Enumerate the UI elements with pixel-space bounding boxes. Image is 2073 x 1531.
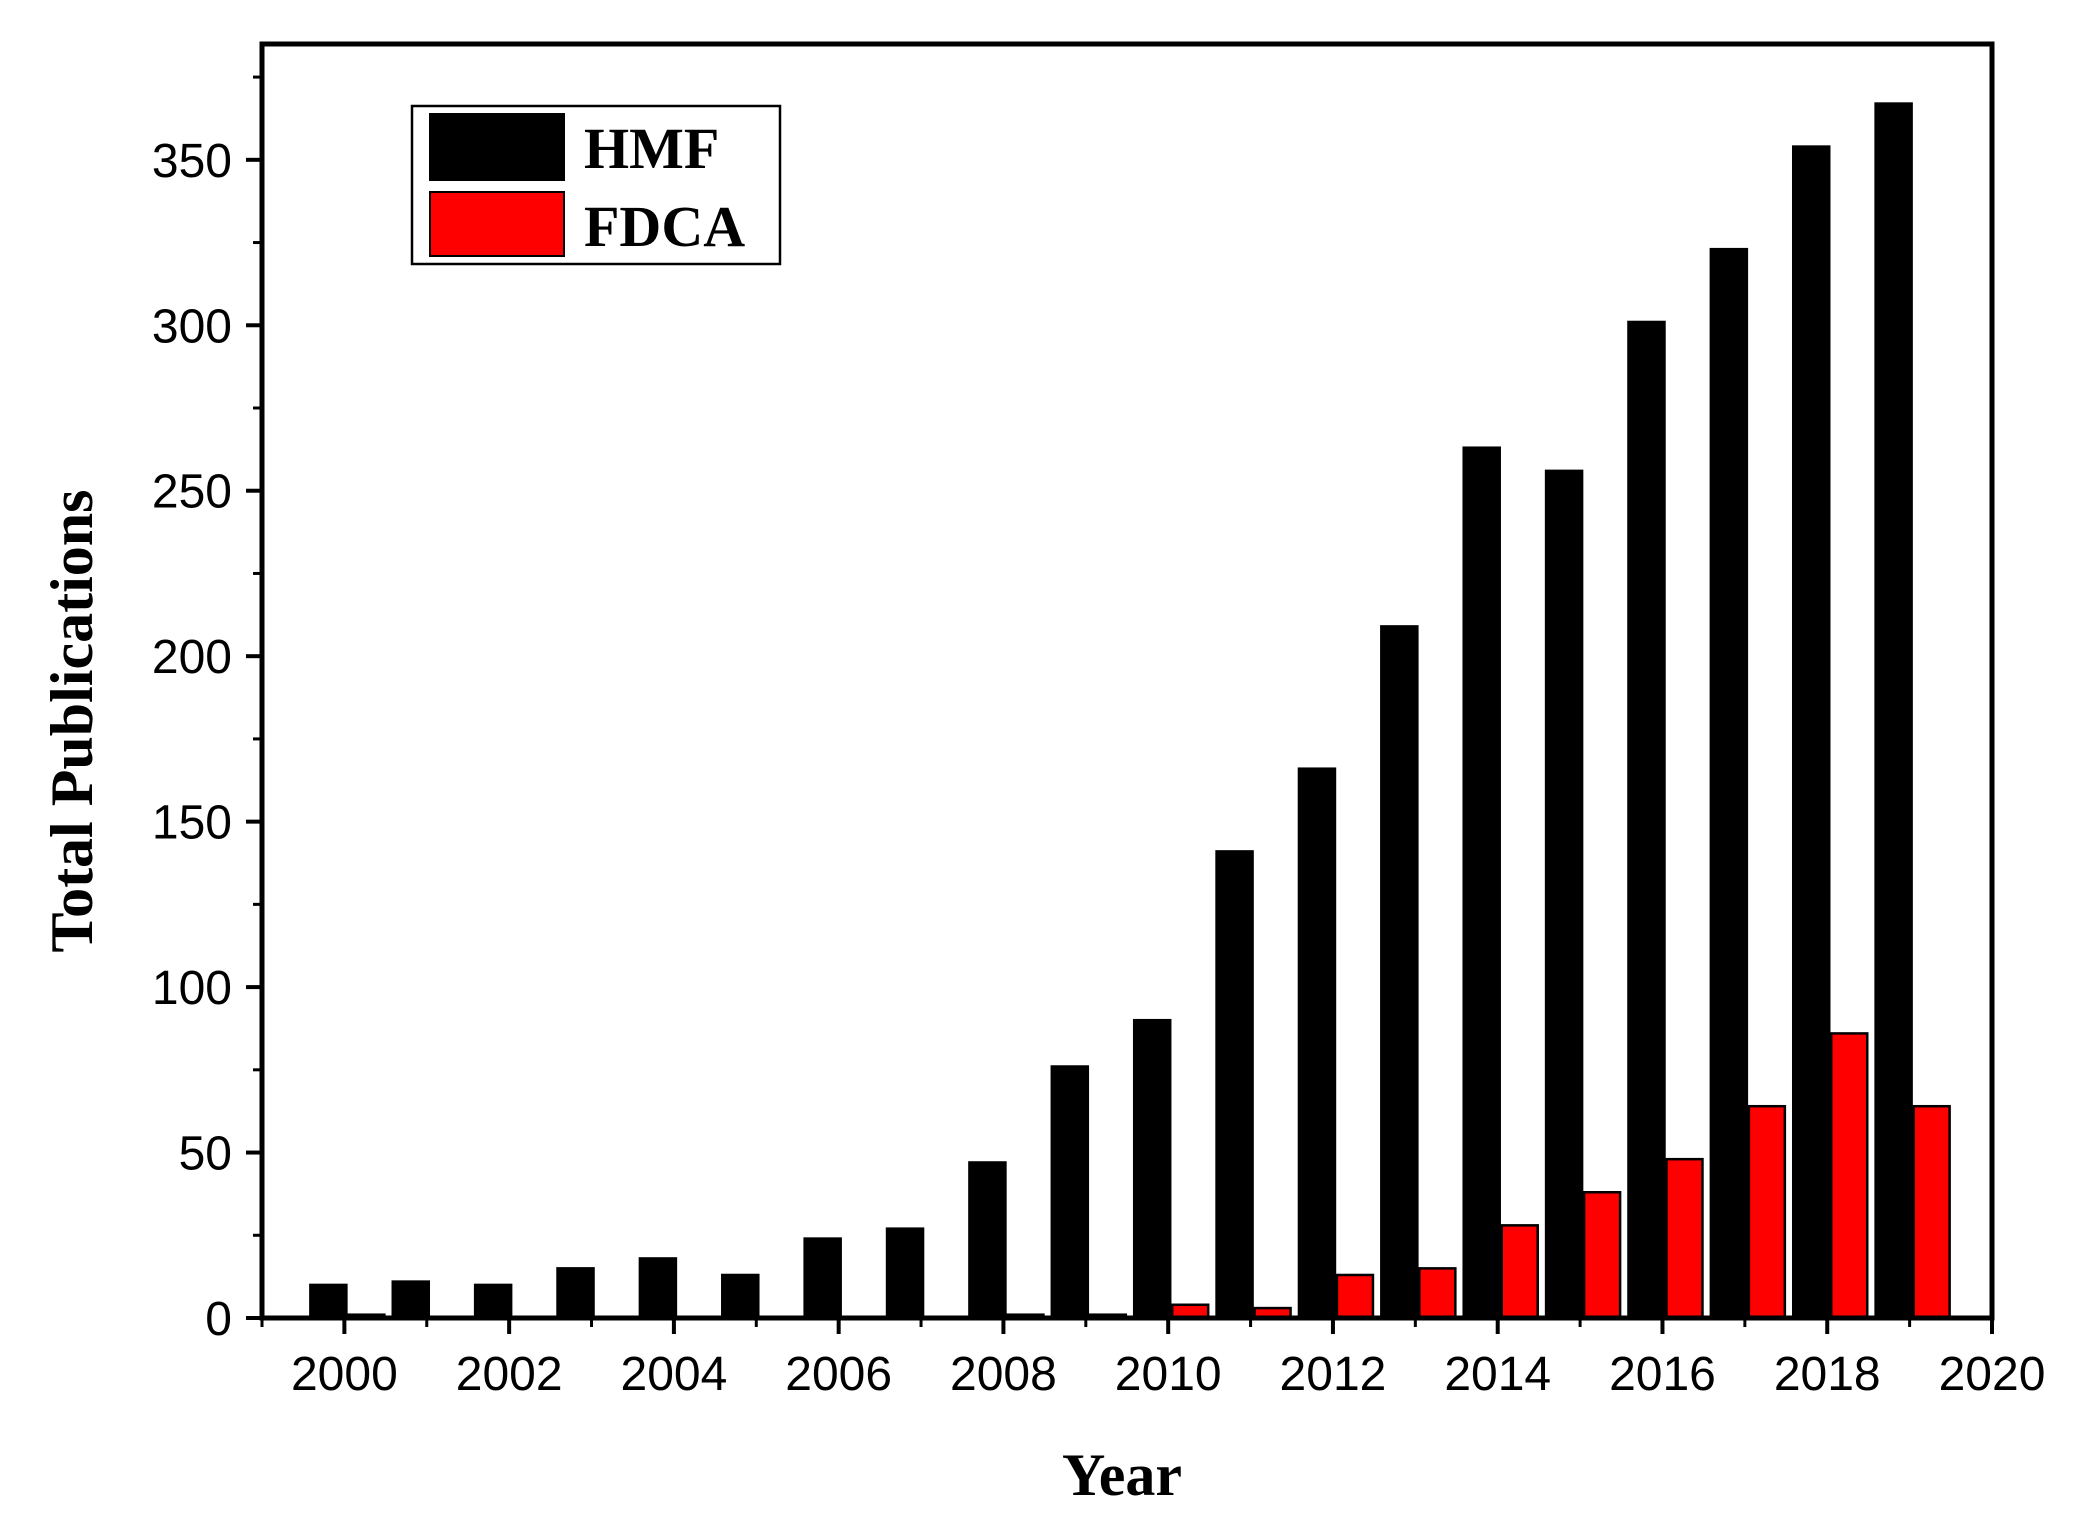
x-tick-label-2000: 2000 <box>291 1348 398 1401</box>
bar-hmf-2014 <box>1462 446 1501 1320</box>
x-tick-label-2020: 2020 <box>1939 1348 2046 1401</box>
bar-hmf-2008 <box>968 1161 1007 1320</box>
bar-hmf-2005 <box>721 1273 760 1320</box>
legend: HMF FDCA <box>410 104 782 266</box>
bar-hmf-2015 <box>1544 469 1584 1320</box>
x-tick-label-2018: 2018 <box>1774 1348 1881 1401</box>
bar-hmf-2006 <box>803 1237 842 1320</box>
legend-swatch-fdca <box>429 191 565 257</box>
bars-layer <box>309 102 1951 1320</box>
bar-hmf-2013 <box>1380 625 1419 1320</box>
bar-hmf-2010 <box>1132 1018 1172 1320</box>
bar-fdca-2015 <box>1582 1191 1622 1320</box>
bar-hmf-2003 <box>556 1267 595 1320</box>
bar-hmf-2000 <box>309 1283 348 1320</box>
x-axis-title: Year <box>1062 1442 1182 1508</box>
bar-hmf-2004 <box>638 1257 678 1320</box>
bar-hmf-2018 <box>1791 145 1831 1320</box>
x-tick-label-2012: 2012 <box>1280 1348 1387 1401</box>
x-tick-label-2014: 2014 <box>1444 1348 1551 1401</box>
legend-label-fdca: FDCA <box>584 194 745 259</box>
bar-hmf-2017 <box>1709 247 1749 1320</box>
x-tick-label-2016: 2016 <box>1609 1348 1716 1401</box>
y-tick-label-100: 100 <box>152 962 232 1015</box>
bar-hmf-2007 <box>885 1227 925 1320</box>
x-tick-label-2008: 2008 <box>950 1348 1057 1401</box>
bar-hmf-2016 <box>1627 320 1666 1320</box>
bar-hmf-2019 <box>1874 102 1913 1320</box>
x-tick-label-2002: 2002 <box>456 1348 563 1401</box>
bar-hmf-2001 <box>391 1280 431 1320</box>
y-tick-label-150: 150 <box>152 797 232 850</box>
bar-fdca-2014 <box>1500 1224 1539 1320</box>
bar-fdca-2017 <box>1747 1104 1787 1320</box>
y-axis-title: Total Publications <box>39 490 105 953</box>
bar-fdca-2019 <box>1912 1104 1951 1320</box>
bar-hmf-2009 <box>1050 1065 1090 1320</box>
bar-fdca-2016 <box>1665 1157 1704 1320</box>
y-tick-label-200: 200 <box>152 631 232 684</box>
y-tick-label-300: 300 <box>152 300 232 353</box>
ticks-layer: 2000 2002 2004 2006 2008 2010 2012 2014 2016 2018… <box>152 75 2046 1401</box>
bar-fdca-2013 <box>1418 1267 1457 1320</box>
x-tick-label-2004: 2004 <box>621 1348 728 1401</box>
x-tick-label-2006: 2006 <box>785 1348 892 1401</box>
bar-hmf-2012 <box>1297 767 1337 1320</box>
bar-fdca-2018 <box>1829 1032 1869 1320</box>
x-tick-label-2010: 2010 <box>1115 1348 1222 1401</box>
y-tick-label-350: 350 <box>152 135 232 188</box>
bar-fdca-2012 <box>1335 1273 1375 1320</box>
y-tick-label-0: 0 <box>205 1293 232 1346</box>
legend-swatch-hmf <box>429 113 565 181</box>
y-tick-label-50: 50 <box>179 1128 232 1181</box>
y-tick-label-250: 250 <box>152 466 232 519</box>
bar-hmf-2011 <box>1215 850 1254 1320</box>
legend-label-hmf: HMF <box>584 116 719 181</box>
bar-hmf-2002 <box>473 1283 513 1320</box>
plot-frame <box>259 41 1995 1321</box>
